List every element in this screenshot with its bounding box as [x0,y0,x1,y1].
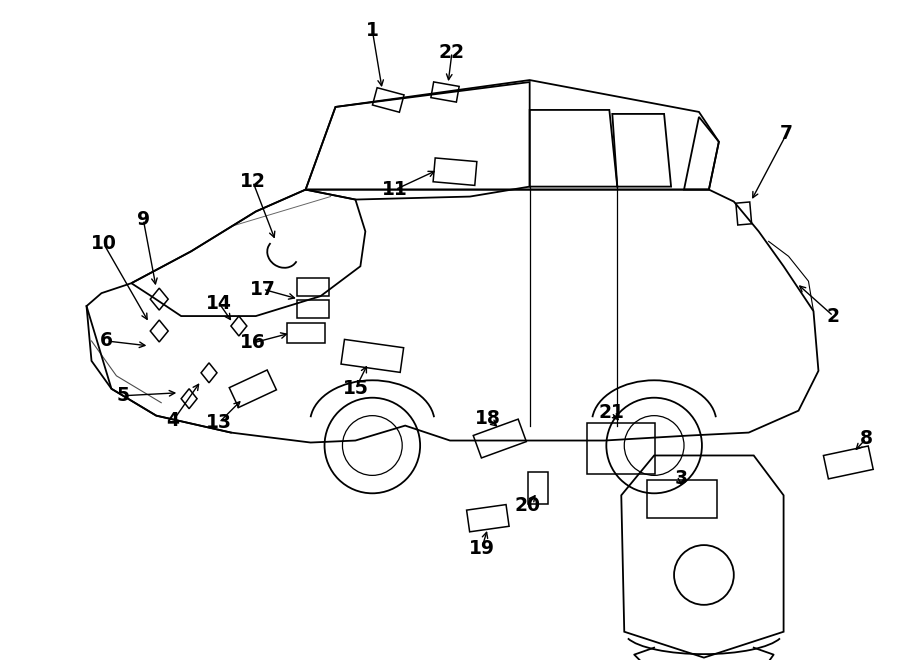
Bar [647,481,717,518]
Text: 4: 4 [166,411,180,430]
Text: 3: 3 [674,469,688,488]
Text: 14: 14 [206,293,232,313]
Text: 13: 13 [206,413,232,432]
Text: 17: 17 [250,280,275,299]
Text: 2: 2 [827,307,840,326]
Text: 16: 16 [240,333,266,352]
Text: 1: 1 [366,20,379,40]
Text: 19: 19 [469,539,495,558]
Text: 22: 22 [439,43,465,61]
Text: 20: 20 [515,496,541,515]
Text: 15: 15 [343,379,368,399]
Text: 10: 10 [91,234,116,253]
Text: 21: 21 [598,403,625,422]
Text: 5: 5 [117,386,130,405]
Text: 18: 18 [475,409,500,428]
Text: 11: 11 [382,180,408,199]
Text: 12: 12 [240,172,266,191]
Text: 7: 7 [780,124,793,143]
Text: 9: 9 [137,210,150,229]
Text: 6: 6 [100,331,112,350]
Text: 8: 8 [860,429,873,448]
